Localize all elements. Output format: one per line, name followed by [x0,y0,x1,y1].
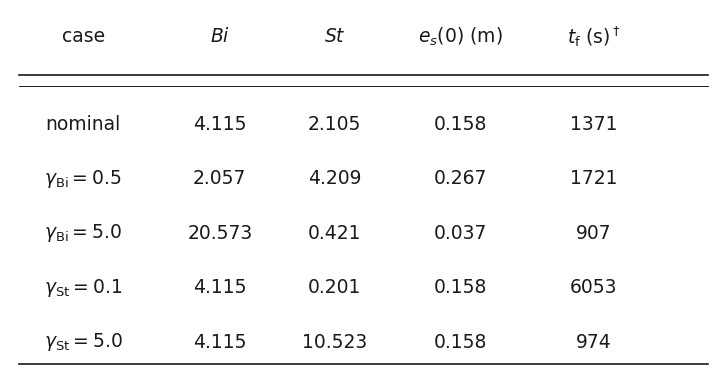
Text: 0.158: 0.158 [434,278,487,297]
Text: 6053: 6053 [570,278,617,297]
Text: $e_s(0)$ (m): $e_s(0)$ (m) [418,26,503,48]
Text: 0.158: 0.158 [434,115,487,134]
Text: case: case [62,28,105,46]
Text: 0.201: 0.201 [308,278,361,297]
Text: nominal: nominal [46,115,121,134]
Text: $t_{\mathrm{f}}$ (s)$^\dagger$: $t_{\mathrm{f}}$ (s)$^\dagger$ [566,25,620,49]
Text: 10.523: 10.523 [302,333,367,352]
Text: 20.573: 20.573 [187,224,252,243]
Text: 4.115: 4.115 [193,278,246,297]
Text: 2.057: 2.057 [193,169,246,188]
Text: 974: 974 [576,333,611,352]
Text: $\gamma_{\mathrm{St}} = 0.1$: $\gamma_{\mathrm{St}} = 0.1$ [44,277,122,299]
Text: 2.105: 2.105 [308,115,361,134]
Text: $\gamma_{\mathrm{Bi}} = 0.5$: $\gamma_{\mathrm{Bi}} = 0.5$ [44,168,122,190]
Text: 0.267: 0.267 [434,169,487,188]
Text: $\gamma_{\mathrm{St}} = 5.0$: $\gamma_{\mathrm{St}} = 5.0$ [44,331,123,353]
Text: $\gamma_{\mathrm{Bi}} = 5.0$: $\gamma_{\mathrm{Bi}} = 5.0$ [44,222,122,244]
Text: 4.115: 4.115 [193,115,246,134]
Text: 907: 907 [576,224,611,243]
Text: 4.209: 4.209 [308,169,361,188]
Text: 4.115: 4.115 [193,333,246,352]
Text: 0.421: 0.421 [308,224,361,243]
Text: 0.158: 0.158 [434,333,487,352]
Text: $St$: $St$ [324,28,345,46]
Text: 1371: 1371 [570,115,617,134]
Text: $Bi$: $Bi$ [210,28,230,46]
Text: 1721: 1721 [570,169,617,188]
Text: 0.037: 0.037 [434,224,487,243]
